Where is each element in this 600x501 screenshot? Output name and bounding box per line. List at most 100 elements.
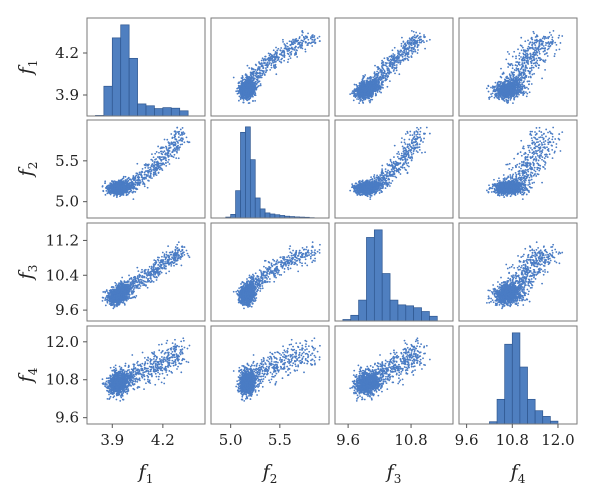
scatter-point — [514, 76, 516, 79]
scatter-point — [502, 81, 505, 84]
scatter-point — [261, 70, 264, 72]
scatter-point — [384, 74, 387, 77]
scatter-point — [498, 98, 501, 101]
scatter-point — [417, 44, 420, 46]
scatter-point — [290, 40, 293, 43]
scatter-point — [531, 73, 534, 76]
scatter-point — [393, 68, 395, 71]
scatter-point — [414, 43, 417, 45]
scatter-point — [535, 38, 538, 41]
scatter-point — [498, 89, 501, 91]
panel-r2-c1: 5.05.5 — [55, 119, 206, 219]
scatter-point — [239, 96, 242, 99]
scatter-point — [509, 87, 512, 90]
scatter-point — [281, 54, 283, 57]
scatter-point — [502, 71, 505, 74]
scatter-point — [547, 45, 550, 48]
scatter-point — [359, 92, 361, 95]
scatter-point — [498, 81, 501, 83]
scatter-point — [401, 47, 404, 49]
scatter-point — [513, 84, 516, 87]
scatter-point — [546, 52, 548, 54]
scatter-point — [314, 41, 316, 44]
scatter-point — [239, 98, 242, 101]
scatter-point — [487, 90, 490, 93]
scatter-point — [519, 74, 521, 76]
scatter-point — [295, 52, 298, 54]
scatter-point — [373, 75, 376, 78]
scatter-point — [515, 90, 518, 93]
scatter-point — [553, 53, 556, 55]
scatter-point — [174, 149, 177, 151]
scatter-point — [558, 48, 561, 51]
scatter-point — [523, 80, 525, 83]
scatter-point — [240, 80, 243, 83]
scatter-point — [389, 64, 392, 67]
scatter-point — [168, 163, 171, 165]
scatter-point — [495, 95, 497, 98]
scatter-point — [282, 41, 284, 43]
scatter-point — [386, 71, 389, 74]
scatter-point — [398, 61, 400, 63]
scatter-point — [425, 40, 428, 42]
scatter-point — [512, 91, 515, 94]
scatter-point — [526, 54, 529, 57]
scatter-point — [307, 42, 310, 44]
scatter-point — [408, 56, 410, 59]
scatter-point — [531, 46, 534, 49]
scatter-point — [517, 83, 519, 86]
scatter-point — [286, 61, 289, 63]
scatter-point — [280, 47, 283, 49]
scatter-point — [375, 88, 378, 90]
scatter-point — [405, 48, 407, 51]
scatter-point — [521, 92, 523, 95]
scatter-point — [542, 40, 545, 43]
scatter-point — [283, 56, 286, 59]
scatter-point — [285, 45, 287, 47]
scatter-point — [521, 66, 523, 69]
scatter-point — [513, 97, 515, 100]
scatter-point — [361, 99, 364, 102]
scatter-point — [381, 64, 384, 67]
scatter-point — [161, 169, 164, 172]
scatter-point — [162, 151, 165, 154]
scatter-point — [242, 94, 245, 97]
scatter-point — [524, 54, 527, 57]
scatter-point — [510, 91, 513, 94]
scatter-point — [255, 76, 258, 78]
scatter-point — [369, 101, 371, 104]
scatter-point — [409, 42, 412, 45]
scatter-point — [292, 38, 294, 41]
scatter-point — [400, 54, 402, 57]
scatter-point — [294, 45, 297, 48]
scatter-point — [396, 49, 399, 52]
panel-frame — [210, 17, 330, 117]
scatter-point — [260, 59, 263, 62]
scatter-point — [516, 68, 519, 71]
scatter-point — [512, 93, 515, 95]
scatter-point — [529, 75, 532, 78]
scatter-point — [512, 83, 515, 85]
scatter-point — [147, 164, 150, 167]
scatter-point — [383, 72, 386, 75]
scatter-point — [366, 79, 368, 82]
scatter-point — [369, 83, 372, 86]
scatter-point — [237, 92, 240, 95]
scatter-point — [392, 57, 394, 60]
scatter-point — [380, 91, 382, 94]
scatter-point — [153, 164, 156, 167]
scatter-point — [521, 82, 523, 84]
scatter-point — [533, 58, 535, 61]
scatter-point — [249, 71, 252, 74]
scatter-point — [538, 52, 541, 55]
scatter-point — [132, 190, 135, 193]
scatter-point — [524, 69, 527, 71]
scatter-point — [304, 48, 307, 51]
scatter-point — [292, 41, 294, 44]
scatter-point — [104, 180, 107, 183]
scatter-point — [269, 57, 272, 59]
scatter-point — [408, 45, 411, 48]
scatter-point — [410, 55, 413, 58]
scatter-point — [104, 193, 107, 196]
scatter-point — [255, 73, 258, 76]
